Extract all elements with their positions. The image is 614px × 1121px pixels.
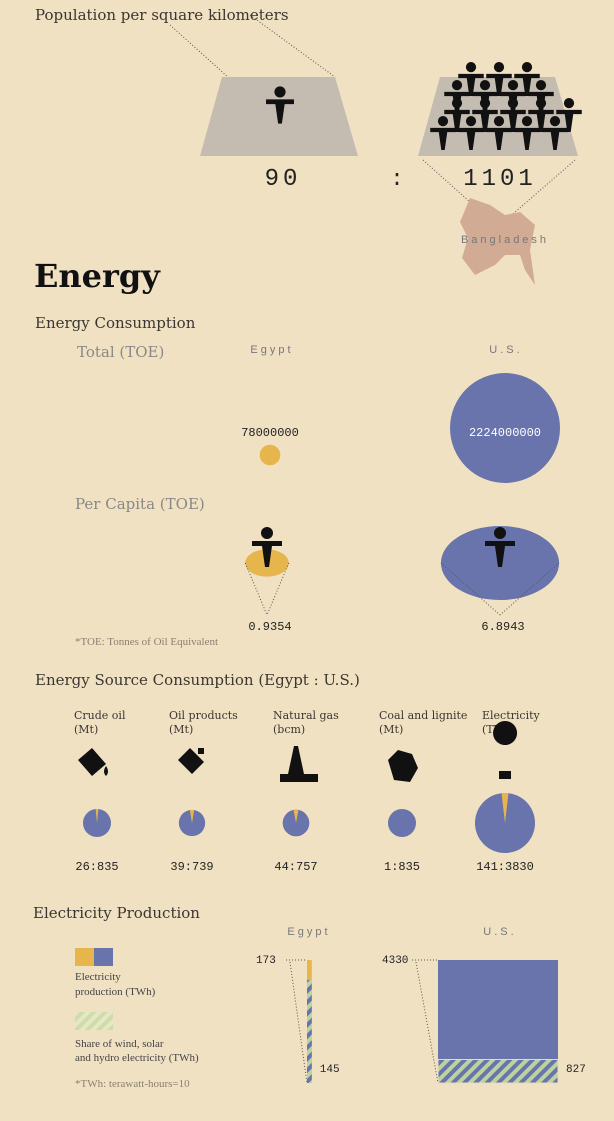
map-shape — [460, 198, 535, 285]
pie-slice — [293, 809, 299, 823]
guide — [244, 562, 268, 616]
column-label: U.S. — [483, 926, 516, 938]
total-circle — [259, 444, 281, 466]
source-name: Oil products — [169, 709, 238, 722]
egypt-value: 141 — [476, 860, 498, 874]
guide — [499, 562, 560, 616]
value-label: 145 — [320, 1064, 340, 1076]
us-value: 739 — [192, 860, 214, 874]
subsection-title: Total (TOE) — [77, 343, 164, 361]
legend-swatch — [94, 948, 113, 966]
ratio-separator: : — [390, 167, 403, 192]
column-label: Egypt — [287, 926, 330, 938]
ratio-label: 141:3830 — [476, 860, 534, 874]
source-name: Electricity — [482, 709, 541, 722]
source-icon — [178, 748, 204, 774]
source-icon — [78, 748, 108, 776]
us-value: 757 — [296, 860, 318, 874]
renewable-bar — [307, 979, 312, 1083]
legend-label: Share of wind, solar and hydro electricit… — [75, 1038, 199, 1064]
source-name: Coal and lignite — [379, 709, 467, 722]
source-name: Natural gas — [273, 709, 339, 722]
note: *TOE: Tonnes of Oil Equivalent — [75, 636, 218, 648]
ratio-left: 90 — [265, 166, 302, 193]
column-label: Egypt — [250, 344, 293, 356]
legend-swatch — [75, 948, 94, 966]
country-label: Bangladesh — [461, 234, 549, 246]
us-value: 835 — [97, 860, 119, 874]
section-title: Energy Source Consumption (Egypt : U.S.) — [35, 671, 360, 689]
separator: : — [498, 860, 505, 874]
separator: : — [185, 860, 192, 874]
ratio-label: 1:835 — [384, 860, 420, 874]
separator: : — [90, 860, 97, 874]
value-label: 827 — [566, 1064, 586, 1076]
value-label: 6.8943 — [481, 620, 524, 634]
egypt-value: 26 — [75, 860, 89, 874]
value-label: 4330 — [382, 955, 408, 967]
source-name: Crude oil — [74, 709, 126, 722]
separator: : — [289, 860, 296, 874]
source-unit: (Mt) — [74, 723, 98, 736]
subsection-title: Per Capita (TOE) — [75, 495, 205, 513]
guide — [289, 961, 308, 1084]
source-icon — [493, 721, 518, 779]
consumption-chart: 78000000 0.9354 2224000000 6.8943 — [241, 373, 560, 634]
ratio-label: 39:739 — [170, 860, 213, 874]
renewable-bar — [437, 1059, 559, 1084]
guide — [415, 961, 439, 1084]
column-label: U.S. — [489, 344, 522, 356]
value-label: 0.9354 — [248, 620, 291, 634]
pie-slice — [95, 808, 99, 823]
note: *TWh: terawatt-hours=10 — [75, 1078, 190, 1090]
source-icon — [280, 746, 318, 782]
value-label: 78000000 — [241, 426, 299, 440]
section-title: Energy Consumption — [35, 314, 196, 332]
legend-label: Electricity production (TWh) — [75, 971, 156, 998]
us-value: 835 — [398, 860, 420, 874]
heading: Energy — [34, 257, 161, 295]
separator: : — [391, 860, 398, 874]
guide — [266, 562, 290, 616]
pie-slice — [189, 809, 195, 823]
egypt-value: 39 — [170, 860, 184, 874]
guide — [497, 159, 576, 228]
section-title: Electricity Production — [33, 904, 200, 922]
ratio-label: 44:757 — [274, 860, 317, 874]
value-label: 173 — [256, 955, 276, 967]
guide — [169, 24, 229, 78]
ratio-label: 26:835 — [75, 860, 118, 874]
section-title: Population per square kilometers — [35, 6, 289, 24]
legend-swatch — [75, 1012, 113, 1030]
electricity-chart: 173 145 4330 827 — [256, 955, 586, 1084]
ratio-right: 1101 — [463, 166, 537, 193]
total-circle — [450, 373, 560, 483]
source-icon — [388, 750, 418, 782]
value-label: 2224000000 — [469, 426, 541, 440]
guide — [440, 562, 501, 616]
guide — [249, 14, 336, 78]
egypt-value: 44 — [274, 860, 288, 874]
pie-slice — [501, 792, 509, 823]
egypt-value: 1 — [384, 860, 391, 874]
source-unit: (bcm) — [273, 723, 305, 736]
us-value: 3830 — [505, 860, 534, 874]
source-unit: (Mt) — [169, 723, 193, 736]
source-unit: (Mt) — [379, 723, 403, 736]
